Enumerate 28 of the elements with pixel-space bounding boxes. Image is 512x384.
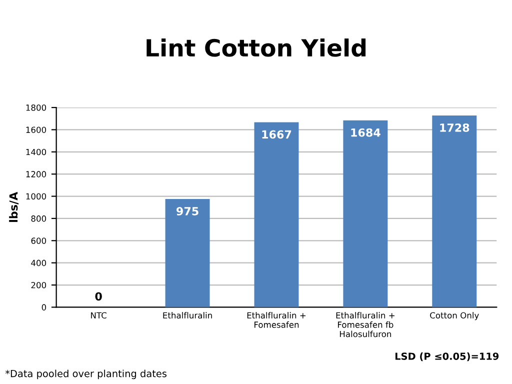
y-tick-label: 1600 [26,126,46,133]
x-tick-label: Cotton Only [430,312,479,320]
text: LSD (P ≤0.05)=119 [395,352,499,362]
bar [343,120,388,308]
y-tick-label: 1800 [26,104,46,111]
y-tick-label: 600 [31,238,46,244]
bar [432,116,477,308]
y-tick-label: 1000 [26,193,46,200]
data-label: 975 [176,207,198,216]
y-axis-title: lbs/A [9,192,19,222]
bar [165,199,210,308]
data-label: 1667 [262,130,292,139]
data-label: 1728 [440,123,470,132]
x-tick-label: Ethalfluralin [163,312,212,319]
x-tick-label: Ethalfluralin + Fomesafen fb Halosulfuron [336,312,394,338]
y-tick-label: 800 [31,215,46,222]
x-tick-label: NTC [91,312,106,319]
y-tick-label: 200 [31,282,46,288]
bar [254,122,299,308]
x-tick-label: Ethalfluralin + Fomesafen [247,312,306,328]
y-tick-label: 1400 [26,148,46,156]
chart-title: Lint Cotton Yield [146,38,366,57]
y-tick-label: 0 [42,304,46,310]
data-label: 0 [95,292,102,301]
y-tick-label: 1200 [26,171,46,178]
y-tick-label: 400 [31,260,46,266]
data-label: 1684 [351,128,380,137]
text: *Data pooled over planting dates [5,370,167,380]
